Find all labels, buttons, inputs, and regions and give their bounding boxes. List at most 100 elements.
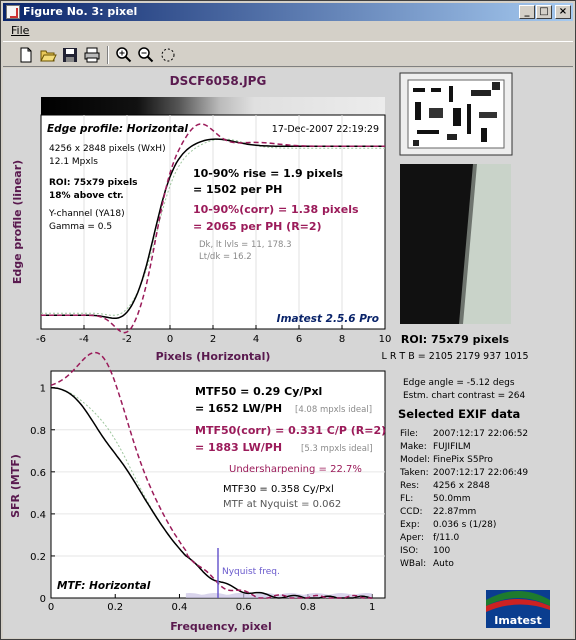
exif-value: FinePix S5Pro (433, 455, 493, 465)
edge-rise-corr-1: 10-90%(corr) = 1.38 pixels (193, 203, 359, 216)
side-contrast: Estm. chart contrast = 264 (403, 391, 525, 401)
edge-rise-1: 10-90% rise = 1.9 pixels (193, 167, 343, 180)
mtf50-corr-ideal: [5.3 mpxls ideal] (301, 444, 373, 454)
edge-x-tick-label: 0 (167, 334, 173, 345)
edge-corrected-curve (41, 123, 385, 334)
mtf50-ideal: [4.08 mpxls ideal] (295, 405, 372, 415)
mtf-corrected-curve (50, 351, 373, 599)
exif-key: Taken: (399, 468, 429, 478)
mtf-nyquist-value: MTF at Nyquist = 0.062 (223, 499, 341, 510)
open-folder-icon[interactable] (39, 46, 57, 64)
exif-list: File: 2007:12:17 22:06:52 Make: FUJIFILMMod… (399, 429, 528, 569)
exif-key: Exp: (400, 520, 420, 530)
mtf-ylabel: SFR (MTF) (9, 454, 22, 518)
edge-rise-corr-2: = 2065 per PH (R=2) (193, 220, 322, 233)
edge-x-tick-label: 4 (253, 334, 259, 345)
zoom-out-icon[interactable] (137, 46, 155, 64)
edge-grid (83, 115, 343, 329)
mtf-xlabel: Frequency, pixel (170, 620, 272, 633)
side-lrtb: L R T B = 2105 2179 937 1015 (382, 351, 529, 362)
mtf-x-tick-label: 0.4 (172, 602, 188, 613)
edge-xlabel: Pixels (Horizontal) (156, 350, 271, 363)
edge-x-tick-label: 8 (339, 334, 345, 345)
exif-title: Selected EXIF data (398, 407, 520, 421)
maximize-button[interactable]: □ (536, 5, 552, 19)
mtf-y-tick-label: 0.4 (30, 510, 46, 521)
exif-key: Aper: (400, 533, 424, 543)
exif-value: 2007:12:17 22:06:49 (433, 468, 528, 478)
exif-key: ISO: (400, 546, 418, 556)
exif-value: 2007:12:17 22:06:52 (433, 429, 528, 439)
edge-title: Edge profile: Horizontal (47, 123, 188, 135)
print-icon[interactable] (83, 46, 101, 64)
figure-canvas: DSCF6058.JPG -6 -4 -2 0 2 4 6 8 10 Edge profile:… (3, 68, 573, 638)
edge-channel-2: Gamma = 0.5 (49, 222, 112, 232)
edge-date: 17-Dec-2007 22:19:29 (272, 124, 379, 135)
mtf-y-tick-label: 0.8 (30, 426, 46, 437)
minimize-button[interactable]: _ (519, 5, 535, 19)
mtf50-2: = 1652 LW/PH (195, 402, 282, 415)
exif-value: f/11.0 (433, 533, 460, 543)
mtf-y-tick-label: 0.2 (30, 552, 46, 563)
exif-key: CCD: (400, 507, 423, 517)
toolbar-separator (107, 46, 109, 64)
mtf-grid (51, 429, 385, 557)
imatest-logo: Imatest (486, 590, 550, 628)
menu-file[interactable]: File (11, 24, 30, 37)
edge-x-tick-label: -4 (79, 334, 89, 345)
exif-value: 4256 x 2848 (433, 481, 490, 491)
rotate-icon[interactable] (159, 46, 177, 64)
window-title: Figure No. 3: pixel (23, 5, 138, 18)
edge-dk-2: Lt/dk = 16.2 (199, 252, 252, 262)
exif-key: Res: (400, 481, 419, 491)
exif-value: 50.0mm (433, 494, 471, 504)
mtf-x-tick-label: 0.8 (300, 602, 316, 613)
exif-key: Make: (400, 442, 427, 452)
mtf50-corr-2: = 1883 LW/PH (195, 441, 282, 454)
mtf-x-tick-label: 0 (48, 602, 54, 613)
mtf-y-tick-label: 1 (40, 384, 46, 395)
edge-x-tick-label: -2 (122, 334, 132, 345)
filename-title: DSCF6058.JPG (170, 74, 267, 88)
roi-image (400, 164, 511, 324)
mtf-x-tick-label: 0.6 (236, 602, 252, 613)
mtf-title: MTF: Horizontal (57, 580, 151, 592)
edge-info-2: 12.1 Mpxls (49, 157, 98, 167)
exif-key: File: (400, 429, 418, 439)
close-button[interactable]: × (555, 5, 571, 19)
side-edge-angle: Edge angle = -5.12 degs (403, 378, 515, 388)
nyquist-label: Nyquist freq. (222, 567, 280, 577)
toolbar (3, 41, 573, 67)
edge-channel-1: Y-channel (YA18) (48, 209, 125, 219)
undersharpening: Undersharpening = 22.7% (229, 464, 362, 475)
edge-info-1: 4256 x 2848 pixels (WxH) (49, 144, 166, 154)
edge-brand: Imatest 2.5.6 Pro (277, 313, 379, 325)
exif-value: 22.87mm (433, 507, 476, 517)
mtf50-1: MTF50 = 0.29 Cy/Pxl (195, 385, 322, 398)
save-icon[interactable] (61, 46, 79, 64)
edge-x-tick-label: -6 (36, 334, 46, 345)
edge-green-curve (41, 138, 385, 316)
mtf50-corr-1: MTF50(corr) = 0.331 C/P (R=2) (195, 424, 386, 437)
logo-text: Imatest (494, 614, 542, 627)
edge-x-ticks: -6 -4 -2 0 2 4 6 8 10 (36, 325, 391, 345)
edge-roi-2: 18% above ctr. (49, 191, 124, 201)
mtf-x-tick-label: 0.2 (107, 602, 123, 613)
zoom-in-icon[interactable] (115, 46, 133, 64)
exif-key: WBal: (400, 559, 426, 569)
figure-svg: DSCF6058.JPG -6 -4 -2 0 2 4 6 8 10 Edge profile:… (9, 72, 550, 633)
title-bar[interactable]: Figure No. 3: pixel _ □ × (3, 3, 573, 21)
exif-key: Model: (400, 455, 430, 465)
edge-dk-1: Dk, lt lvls = 11, 178.3 (199, 240, 292, 250)
exif-key: FL: (400, 494, 413, 504)
exif-value: 0.036 s (1/28) (433, 520, 496, 530)
matlab-app-icon (6, 5, 20, 19)
exif-value: Auto (433, 559, 454, 569)
exif-value: FUJIFILM (433, 442, 471, 452)
new-file-icon[interactable] (17, 46, 35, 64)
edge-x-tick-label: 6 (296, 334, 302, 345)
edge-x-tick-label: 2 (210, 334, 216, 345)
mtf30: MTF30 = 0.358 Cy/Pxl (223, 484, 334, 495)
edge-x-tick-label: 10 (379, 334, 392, 345)
